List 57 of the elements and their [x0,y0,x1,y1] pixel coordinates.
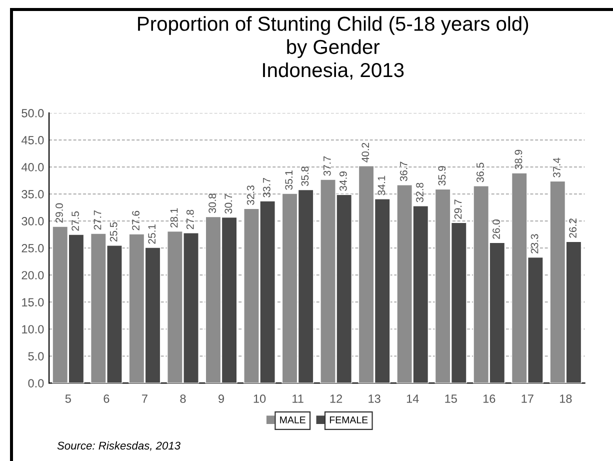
data-label: 27.8 [186,210,194,230]
x-tick-label: 10 [254,394,266,403]
legend-label: MALE [280,416,306,424]
y-tick-label: 30.0 [22,217,44,226]
y-tick-label: 45.0 [21,136,44,144]
data-label: 37.4 [553,158,560,178]
data-label: 27.5 [72,211,80,231]
y-tick-label: 5.0 [28,352,44,360]
data-label: 30.8 [208,194,216,214]
data-label: 40.2 [362,142,370,162]
data-label: 36.7 [400,162,408,182]
data-label: 29.0 [56,203,63,223]
data-label: 33.7 [262,178,270,198]
source-note: Source: Riskesdas, 2013 [57,441,180,451]
data-label: 35.1 [285,170,293,190]
data-label: 34.9 [340,172,347,191]
data-label: 26.2 [569,218,576,238]
x-tick-label: 17 [522,394,534,403]
data-label: 27.6 [132,210,140,230]
y-tick-label: 25.0 [22,244,44,252]
y-tick-label: 0.0 [28,379,44,388]
data-label: 35.9 [438,166,446,186]
legend-label: FEMALE [330,416,368,424]
data-label: 37.7 [323,156,331,176]
x-tick-label: 6 [104,394,110,403]
x-tick-label: 11 [292,394,304,403]
y-tick-label: 10.0 [22,325,44,334]
data-label: 25.5 [110,222,118,242]
x-tick-label: 7 [142,394,148,403]
data-label: 32.8 [416,182,424,202]
x-tick-label: 18 [560,394,572,403]
data-label: 25.1 [148,224,156,244]
x-tick-label: 16 [483,394,496,403]
data-label: 29.7 [454,200,462,219]
x-tick-label: 9 [218,394,224,403]
x-tick-label: 13 [368,394,380,403]
x-tick-label: 15 [445,394,457,403]
data-label: 26.0 [492,220,500,239]
x-tick-label: 8 [180,394,186,403]
y-tick-label: 40.0 [21,163,44,172]
data-label: 28.1 [170,208,178,228]
y-tick-label: 50.0 [22,108,44,118]
y-tick-label: 35.0 [22,190,44,198]
x-tick-label: 14 [406,394,419,403]
data-label: 32.3 [246,186,254,205]
x-tick-label: 12 [330,394,342,403]
chart-title: Proportion of Stunting Child (5-18 years old) by Gender Indonesia, 2013 [138,16,528,80]
data-label: 35.8 [301,166,309,186]
data-label: 27.7 [94,210,102,230]
data-label: 36.5 [476,162,484,182]
data-label: 30.7 [224,194,232,214]
x-tick-label: 5 [65,394,71,403]
y-tick-label: 15.0 [22,298,44,306]
y-tick-label: 20.0 [22,271,44,280]
data-label: 23.3 [530,234,538,254]
data-label: 34.1 [378,176,386,196]
data-label: 38.9 [514,150,522,170]
